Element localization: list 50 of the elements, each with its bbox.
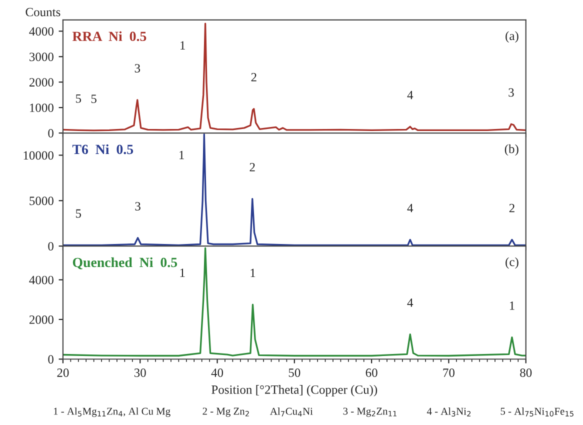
x-tick-label: 20 <box>57 368 69 377</box>
annotation: 2 <box>250 162 255 172</box>
annotation: 1 <box>180 268 185 277</box>
y-tick-label: 10000 <box>24 151 54 160</box>
text: 3 - Mg$_{2}$Zn$_{11}$ <box>343 408 396 417</box>
annotation: 5 <box>76 209 82 218</box>
text: 4 - Al$_{3}$Ni$_{2}$ <box>426 407 471 417</box>
annotation: 5 <box>76 94 82 103</box>
text: 2 - Mg Zn$_{2}$ <box>202 408 249 417</box>
y-tick-label: 2000 <box>29 315 54 324</box>
y-tick-label: 0 <box>48 129 54 138</box>
x-tick-label: 40 <box>211 368 224 377</box>
annotation: (c) <box>506 257 518 269</box>
annotation: (a) <box>506 31 518 43</box>
x-tick-label: 60 <box>366 368 378 377</box>
annotation: 1 <box>250 268 256 278</box>
annotation: 4 <box>407 204 414 212</box>
annotation: 2 <box>251 73 256 82</box>
y-tick-label: 3000 <box>30 52 54 62</box>
y-tick-label: 5000 <box>30 196 54 206</box>
x-tick-label: 70 <box>443 368 454 377</box>
text: T6 Ni 0.5 <box>72 144 134 154</box>
annotation: 3 <box>135 202 140 210</box>
annotation: 1 <box>180 150 184 160</box>
annotation: 5 <box>91 94 96 104</box>
y-tick-label: 1000 <box>30 104 54 112</box>
y-tick-label: 4000 <box>29 27 54 36</box>
text: 1 - Al$_{5}$Mg$_{11}$Zn$_{4}$, Al Cu Mg <box>54 407 170 417</box>
x-tick-label: 30 <box>134 368 146 377</box>
text: Al$_{7}$Cu$_{4}$Ni <box>270 407 313 416</box>
y-tick-label: 0 <box>48 355 54 364</box>
line-series <box>62 22 526 132</box>
annotation: (b) <box>504 144 518 156</box>
annotation: 3 <box>134 64 140 72</box>
text: 5 - Al$_{75}$Ni$_{10}$Fe$_{15}$ <box>500 407 574 417</box>
annotation: 1 <box>510 302 514 310</box>
x-tick-label: 50 <box>288 368 300 377</box>
annotation: 2 <box>509 204 514 212</box>
y-axis-title: Counts <box>26 8 60 16</box>
x-axis-title: Position [°2Theta] (Copper (Cu)) <box>212 385 378 396</box>
series-label: Quenched Ni 0.5 <box>72 257 178 270</box>
annotation: 1 <box>180 41 185 50</box>
y-tick-label: 0 <box>48 242 54 251</box>
x-tick-label: 80 <box>520 368 532 377</box>
y-tick-label: 4000 <box>29 276 54 284</box>
text: RRA Ni 0.5 <box>72 31 146 42</box>
annotation: 3 <box>508 88 514 97</box>
annotation: 4 <box>407 90 414 100</box>
y-tick-label: 2000 <box>29 78 54 87</box>
annotation: 4 <box>407 298 414 307</box>
